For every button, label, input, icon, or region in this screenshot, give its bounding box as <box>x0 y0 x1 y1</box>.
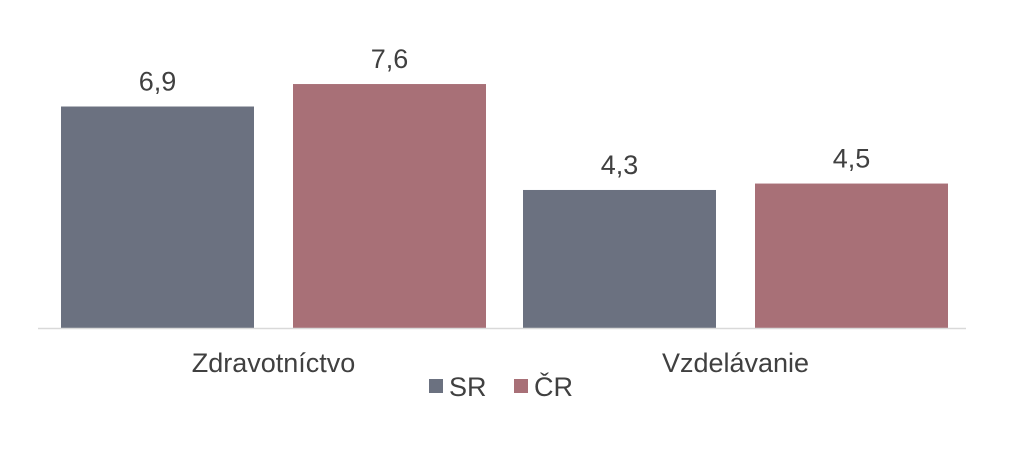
data-label: 4,5 <box>833 144 871 174</box>
data-label: 6,9 <box>139 67 177 97</box>
x-tick-label: Vzdelávanie <box>662 348 809 378</box>
bar-sr-2 <box>523 189 716 328</box>
bar-čr-1 <box>293 84 486 328</box>
legend-swatch-čr <box>514 379 528 393</box>
bars <box>61 84 948 328</box>
data-labels: 6,9 7,6 4,3 4,5 <box>139 44 871 180</box>
x-tick-label: Zdravotníctvo <box>192 348 356 378</box>
legend: SR ČR <box>429 371 573 402</box>
data-label: 4,3 <box>601 150 639 180</box>
legend-label-sr: SR <box>449 372 487 402</box>
x-axis-tick-labels: Zdravotníctvo Vzdelávanie <box>192 348 809 378</box>
bar-sr-1 <box>61 106 254 328</box>
legend-label-čr: ČR <box>534 371 573 402</box>
bar-čr-2 <box>755 183 948 328</box>
data-label: 7,6 <box>371 44 409 74</box>
legend-swatch-sr <box>429 379 443 393</box>
